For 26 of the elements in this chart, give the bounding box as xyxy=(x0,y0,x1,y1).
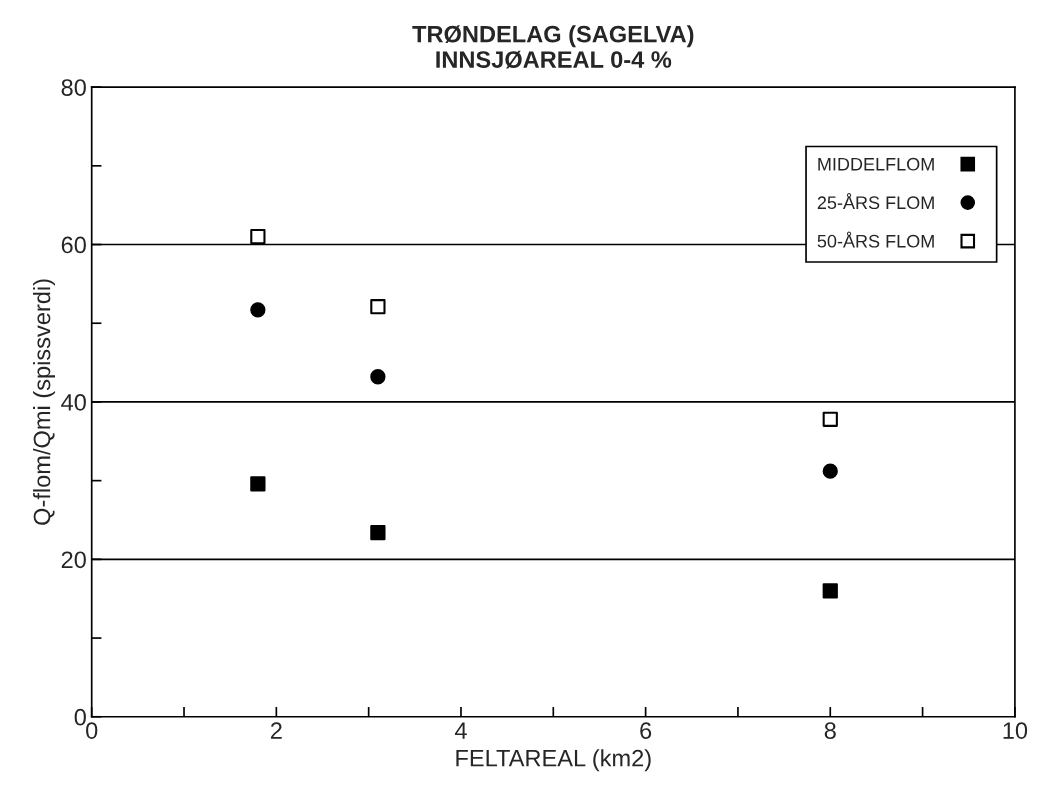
point xyxy=(250,476,266,492)
point xyxy=(370,369,386,385)
y-tick-label: 40 xyxy=(61,394,86,411)
x-tick-label: 8 xyxy=(824,722,836,739)
x-tick-label: 0 xyxy=(86,722,98,739)
x-tick-label: 6 xyxy=(640,722,652,739)
y-tick-label: 0 xyxy=(74,708,86,726)
point xyxy=(822,583,838,599)
x-axis-title: FELTAREAL (km2) xyxy=(456,749,651,772)
point xyxy=(822,411,838,427)
y-tick-label: 20 xyxy=(61,551,86,569)
legend-label: MIDDELFLOM xyxy=(818,157,934,171)
y-tick-label: 80 xyxy=(61,79,86,96)
y-tick-label: 60 xyxy=(61,236,86,254)
point xyxy=(250,229,266,245)
point xyxy=(822,463,838,479)
point xyxy=(250,302,266,318)
legend-label: 50-ÅRS FLOM xyxy=(817,231,934,248)
y-axis-title: Q-flom/Qmi (spissverdi) xyxy=(33,279,56,525)
legend-label: 25-ÅRS FLOM xyxy=(817,193,934,210)
x-tick-label: 2 xyxy=(270,722,282,739)
point xyxy=(370,524,386,541)
point xyxy=(370,299,386,315)
x-tick-label: 4 xyxy=(454,722,467,739)
x-tick-label: 10 xyxy=(1003,722,1028,739)
chart-title: TRØNDELAG (SAGELVA) INNSJØAREAL 0-4 % xyxy=(412,25,694,69)
